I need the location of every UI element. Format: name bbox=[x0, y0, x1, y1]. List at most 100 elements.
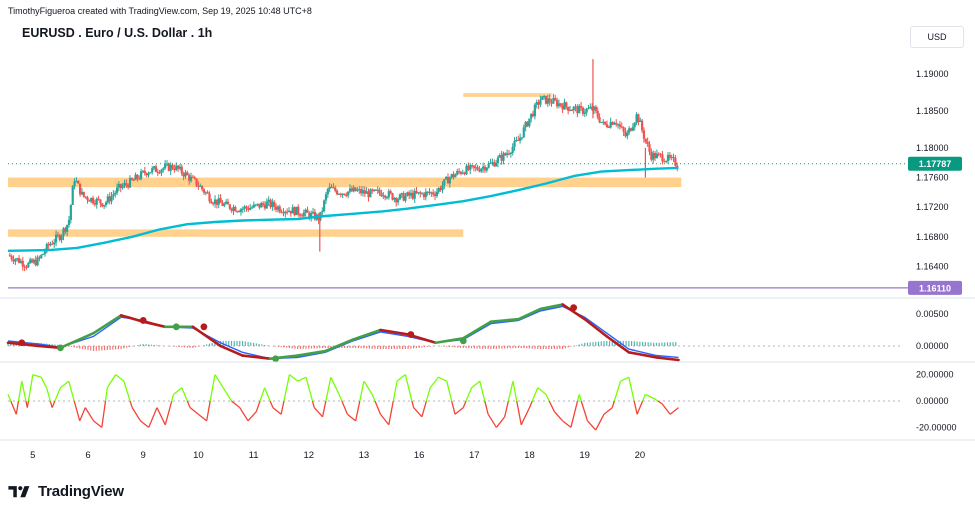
candle-body bbox=[295, 206, 298, 216]
price-tick-1: 1.18500 bbox=[916, 106, 949, 116]
candle-body bbox=[509, 152, 512, 154]
oscillator-segment bbox=[197, 413, 208, 422]
candle-body bbox=[286, 211, 289, 213]
candle-body bbox=[430, 192, 433, 194]
candle-body bbox=[524, 121, 527, 128]
candle-body bbox=[594, 106, 597, 111]
candle-body bbox=[448, 177, 451, 184]
candle-body bbox=[400, 193, 403, 195]
candle-body bbox=[284, 211, 287, 214]
cross-marker-bull bbox=[172, 323, 180, 331]
candle-body bbox=[97, 198, 100, 200]
candle-body bbox=[339, 193, 342, 196]
oscillator-segment bbox=[54, 387, 62, 402]
candle-body bbox=[546, 98, 549, 104]
oscillator-segment bbox=[537, 387, 547, 395]
macd-pane[interactable] bbox=[6, 303, 902, 363]
candle-body bbox=[354, 187, 357, 192]
price-tick-4: 1.17200 bbox=[916, 202, 949, 212]
oscillator-segment bbox=[507, 381, 514, 402]
candle-body bbox=[210, 201, 213, 204]
candle-body bbox=[544, 95, 548, 104]
oscillator-segment bbox=[222, 387, 233, 402]
oscillator-segment bbox=[628, 377, 635, 402]
candle-body bbox=[158, 172, 161, 174]
candle-body bbox=[103, 205, 106, 207]
osc-tick-1: 0.00000 bbox=[916, 396, 949, 406]
oscillator-segment bbox=[140, 420, 150, 428]
candle-body bbox=[615, 122, 618, 125]
candle-body bbox=[356, 190, 359, 192]
candle-body bbox=[77, 181, 80, 184]
candle-body bbox=[402, 193, 405, 201]
candle-body bbox=[67, 219, 71, 225]
time-tick-3: 10 bbox=[193, 450, 204, 461]
candle-body bbox=[226, 201, 230, 205]
candle-body bbox=[380, 193, 383, 197]
price-pane[interactable] bbox=[7, 59, 908, 289]
candle-body bbox=[641, 120, 644, 131]
oscillator-segment bbox=[451, 400, 456, 415]
candle-body bbox=[171, 164, 174, 169]
candle-body bbox=[459, 172, 463, 174]
brand-name: TradingView bbox=[38, 482, 124, 500]
candle-body bbox=[415, 191, 418, 194]
candle-body bbox=[40, 254, 43, 258]
candle-body bbox=[38, 257, 41, 259]
candle-body bbox=[404, 195, 407, 201]
oscillator-segment bbox=[206, 400, 211, 421]
oscillator-segment bbox=[330, 376, 340, 395]
oscillator-segment bbox=[636, 400, 644, 415]
candle-body bbox=[520, 137, 524, 139]
oscillator-segment bbox=[27, 374, 34, 402]
candle-body bbox=[661, 154, 664, 162]
oscillator-segment bbox=[79, 407, 86, 422]
candle-body bbox=[8, 255, 11, 257]
signal-line-segment bbox=[241, 354, 272, 361]
candle-body bbox=[140, 171, 143, 179]
candle-body bbox=[136, 174, 139, 179]
candle-body bbox=[213, 199, 217, 204]
oscillator-segment bbox=[129, 400, 133, 408]
candle-body bbox=[500, 155, 503, 161]
oscillator-segment bbox=[272, 407, 282, 415]
oscillator-segment bbox=[68, 381, 75, 402]
candle-body bbox=[217, 198, 220, 205]
oscillator-segment bbox=[504, 400, 509, 418]
candle-body bbox=[308, 212, 311, 219]
candle-body bbox=[321, 211, 324, 213]
price-tick-6: 1.16400 bbox=[916, 261, 949, 271]
candle-body bbox=[130, 178, 133, 180]
candle-body bbox=[348, 188, 352, 192]
tradingview-brand[interactable]: TradingView bbox=[8, 482, 124, 500]
oscillator-segment bbox=[264, 387, 271, 402]
candle-body bbox=[141, 170, 145, 172]
candle-body bbox=[273, 201, 276, 207]
candle-body bbox=[417, 192, 420, 194]
candle-body bbox=[323, 200, 326, 212]
candle-body bbox=[443, 179, 446, 186]
candle-body bbox=[387, 191, 390, 198]
candle-body bbox=[237, 211, 241, 213]
candle-body bbox=[517, 140, 520, 142]
oscillator-segment bbox=[51, 400, 56, 408]
oscillator-pane[interactable] bbox=[7, 373, 902, 431]
oscillator-segment bbox=[421, 400, 428, 418]
candle-body bbox=[232, 207, 235, 211]
oscillator-segment bbox=[297, 376, 307, 382]
candle-body bbox=[450, 174, 453, 178]
candle-body bbox=[411, 192, 414, 199]
candle-body bbox=[561, 105, 564, 110]
candle-body bbox=[80, 191, 84, 195]
candle-body bbox=[570, 110, 573, 112]
oscillator-segment bbox=[553, 411, 564, 422]
currency-selector[interactable]: USD bbox=[910, 26, 964, 48]
candle-body bbox=[446, 176, 450, 184]
candle-body bbox=[384, 195, 387, 198]
osc-tick-2: -20.00000 bbox=[916, 422, 957, 432]
candle-body bbox=[358, 189, 361, 191]
candle-body bbox=[189, 176, 193, 181]
candle-body bbox=[670, 156, 673, 158]
oscillator-segment bbox=[429, 376, 439, 389]
